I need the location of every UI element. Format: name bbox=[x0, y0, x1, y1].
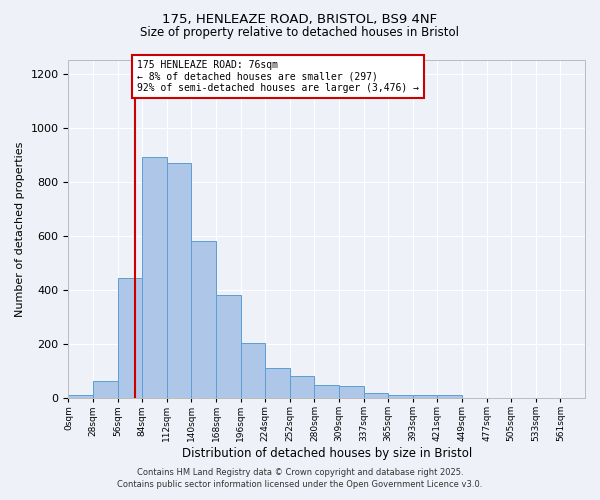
Bar bbox=[142, 158, 167, 398]
Bar bbox=[118, 278, 142, 398]
Text: Size of property relative to detached houses in Bristol: Size of property relative to detached ho… bbox=[140, 26, 460, 39]
Bar bbox=[241, 342, 265, 398]
Bar bbox=[364, 392, 388, 398]
Text: 175 HENLEAZE ROAD: 76sqm
← 8% of detached houses are smaller (297)
92% of semi-d: 175 HENLEAZE ROAD: 76sqm ← 8% of detache… bbox=[137, 60, 419, 93]
Text: Contains HM Land Registry data © Crown copyright and database right 2025.
Contai: Contains HM Land Registry data © Crown c… bbox=[118, 468, 482, 489]
X-axis label: Distribution of detached houses by size in Bristol: Distribution of detached houses by size … bbox=[182, 447, 472, 460]
Bar bbox=[93, 380, 118, 398]
Bar bbox=[167, 163, 191, 398]
Bar bbox=[216, 296, 241, 398]
Bar bbox=[265, 368, 290, 398]
Bar bbox=[437, 395, 462, 398]
Y-axis label: Number of detached properties: Number of detached properties bbox=[15, 142, 25, 317]
Bar bbox=[388, 394, 413, 398]
Bar bbox=[290, 376, 314, 398]
Bar bbox=[191, 241, 216, 398]
Bar bbox=[339, 386, 364, 398]
Bar bbox=[413, 396, 437, 398]
Bar bbox=[314, 384, 339, 398]
Bar bbox=[68, 396, 93, 398]
Text: 175, HENLEAZE ROAD, BRISTOL, BS9 4NF: 175, HENLEAZE ROAD, BRISTOL, BS9 4NF bbox=[163, 12, 437, 26]
